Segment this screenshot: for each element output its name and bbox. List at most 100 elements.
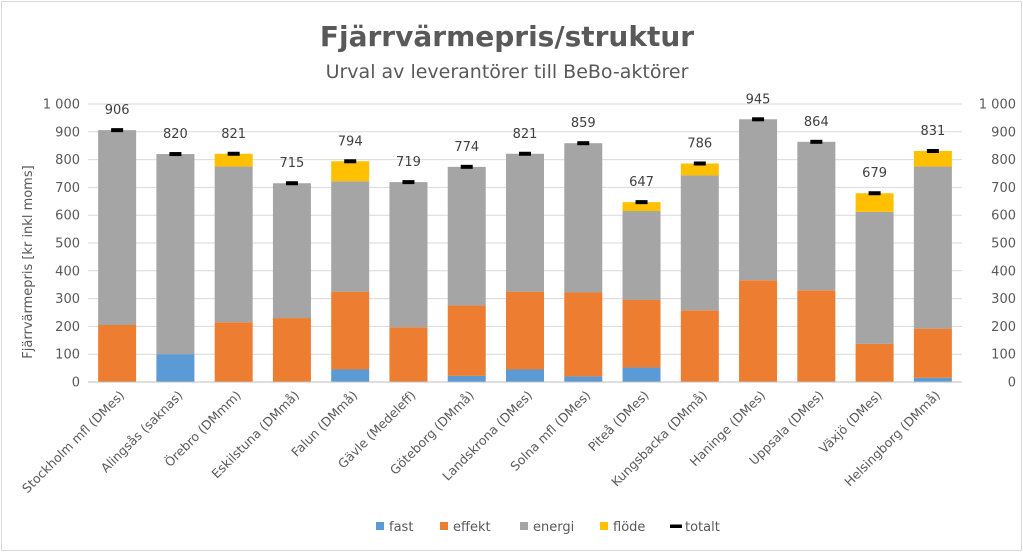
bar-segment-effekt (564, 292, 603, 377)
data-label: 715 (280, 156, 305, 171)
bar-segment-energi (98, 130, 137, 326)
data-labels: 906 820 821 715 794 719 774 821 859 647 786 945 864 6… (105, 92, 946, 190)
chart-subtitle: Urval av leverantörer till BeBo-aktörer (326, 61, 689, 83)
bar-segment-energi (506, 153, 544, 292)
bar-segment-effekt (797, 290, 836, 382)
bar-segment-effekt (98, 325, 137, 382)
bar-segment-energi (855, 211, 894, 344)
bar-segment-fast (564, 376, 603, 382)
y-tick-label-right: 800 (991, 153, 1016, 168)
x-tick-label: Kungsbacka (DMmå) (608, 388, 710, 490)
bar-segment-flöde (622, 202, 661, 212)
y-tick-label-right: 600 (991, 209, 1016, 224)
legend-swatch-totalt (670, 524, 682, 528)
x-tick-label: Stockholm mfl (DMes) (19, 388, 127, 496)
bar-segment-energi (272, 183, 311, 319)
legend-swatch-flöde (600, 522, 608, 530)
y-axis-label: Fjärrvärmepris [kr inkl moms] (21, 165, 36, 358)
total-marker (577, 141, 590, 146)
legend: fast effekt energi flöde totalt (376, 520, 720, 535)
y-tick-label-left: 200 (55, 320, 80, 335)
bar-segment-flöde (913, 150, 952, 167)
bar-segment-energi (564, 143, 603, 293)
bar-segment-effekt (447, 305, 486, 376)
data-label: 820 (163, 127, 188, 142)
bars (98, 119, 952, 382)
bar-segment-energi (447, 166, 486, 306)
data-label: 786 (687, 136, 712, 151)
total-marker (169, 152, 182, 157)
total-markers (111, 117, 939, 205)
bar-segment-effekt (622, 299, 661, 368)
data-label: 647 (629, 175, 654, 190)
total-marker (635, 200, 648, 205)
y-tick-label-left: 700 (55, 181, 80, 196)
bar-segment-fast (913, 377, 952, 382)
legend-label-effekt: effekt (453, 520, 491, 535)
total-marker (227, 151, 240, 156)
total-marker (519, 151, 531, 156)
total-marker (868, 191, 881, 196)
total-marker (402, 180, 415, 185)
data-label: 906 (105, 103, 130, 118)
y-tick-label-left: 0 (72, 376, 80, 391)
total-marker (752, 117, 765, 122)
data-label: 859 (571, 116, 596, 131)
bar-segment-energi (622, 211, 661, 300)
y-tick-label-right: 900 (991, 125, 1016, 140)
y-tick-label-right: 200 (991, 320, 1016, 335)
bar-segment-energi (797, 141, 836, 291)
total-marker (344, 159, 357, 164)
bar-segment-fast (331, 369, 370, 382)
y-tick-label-left: 600 (55, 209, 80, 224)
data-label: 945 (746, 92, 771, 107)
bar-segment-effekt (855, 343, 894, 382)
bar-segment-effekt (913, 328, 952, 378)
chart-title: Fjärrvärmepris/struktur (320, 20, 694, 53)
data-label: 774 (454, 140, 479, 155)
legend-label-flöde: flöde (613, 520, 645, 535)
x-axis: Stockholm mfl (DMes)Alingsås (saknas)Öre… (19, 381, 962, 496)
legend-swatch-energi (520, 522, 528, 530)
legend-swatch-effekt (440, 522, 448, 530)
total-marker (111, 128, 124, 133)
bar-segment-energi (913, 166, 952, 329)
y-tick-label-right: 300 (991, 292, 1016, 307)
y-tick-label-left: 500 (55, 237, 80, 252)
bar-segment-effekt (506, 291, 544, 370)
bar-segment-flöde (214, 153, 253, 167)
legend-label-fast: fast (389, 520, 413, 535)
bar-segment-fast (156, 354, 195, 382)
bar-segment-energi (739, 119, 778, 281)
y-axis-right: 0 100 200 300 400 500 600 700 800 900 1 000 (979, 98, 1016, 391)
bar-segment-energi (389, 182, 428, 328)
y-tick-label-left: 800 (55, 153, 80, 168)
bar-segment-energi (680, 175, 719, 311)
y-tick-label-right: 1 000 (979, 98, 1016, 113)
total-marker (810, 139, 823, 144)
bar-segment-effekt (214, 322, 253, 382)
y-axis-left: 0 100 200 300 400 500 600 700 800 900 1 000 (43, 98, 80, 391)
y-tick-label-left: 400 (55, 264, 80, 279)
data-label: 794 (338, 134, 363, 149)
y-tick-label-right: 500 (991, 237, 1016, 252)
total-marker (460, 164, 473, 169)
y-tick-label-right: 400 (991, 264, 1016, 279)
bar-segment-effekt (739, 280, 778, 382)
total-marker (926, 148, 939, 153)
bar-segment-energi (331, 181, 370, 292)
bar-segment-effekt (680, 310, 719, 382)
y-tick-label-left: 900 (55, 125, 80, 140)
bar-segment-fast (506, 369, 544, 382)
legend-label-energi: energi (533, 520, 574, 535)
data-label: 821 (513, 127, 538, 142)
bar-segment-fast (622, 367, 661, 382)
bar-segment-flöde (331, 161, 370, 182)
data-label: 864 (804, 115, 829, 130)
data-label: 679 (862, 166, 887, 181)
total-marker (285, 181, 298, 186)
bar-segment-flöde (855, 193, 894, 212)
total-marker (693, 161, 706, 166)
bar-segment-fast (447, 375, 486, 382)
